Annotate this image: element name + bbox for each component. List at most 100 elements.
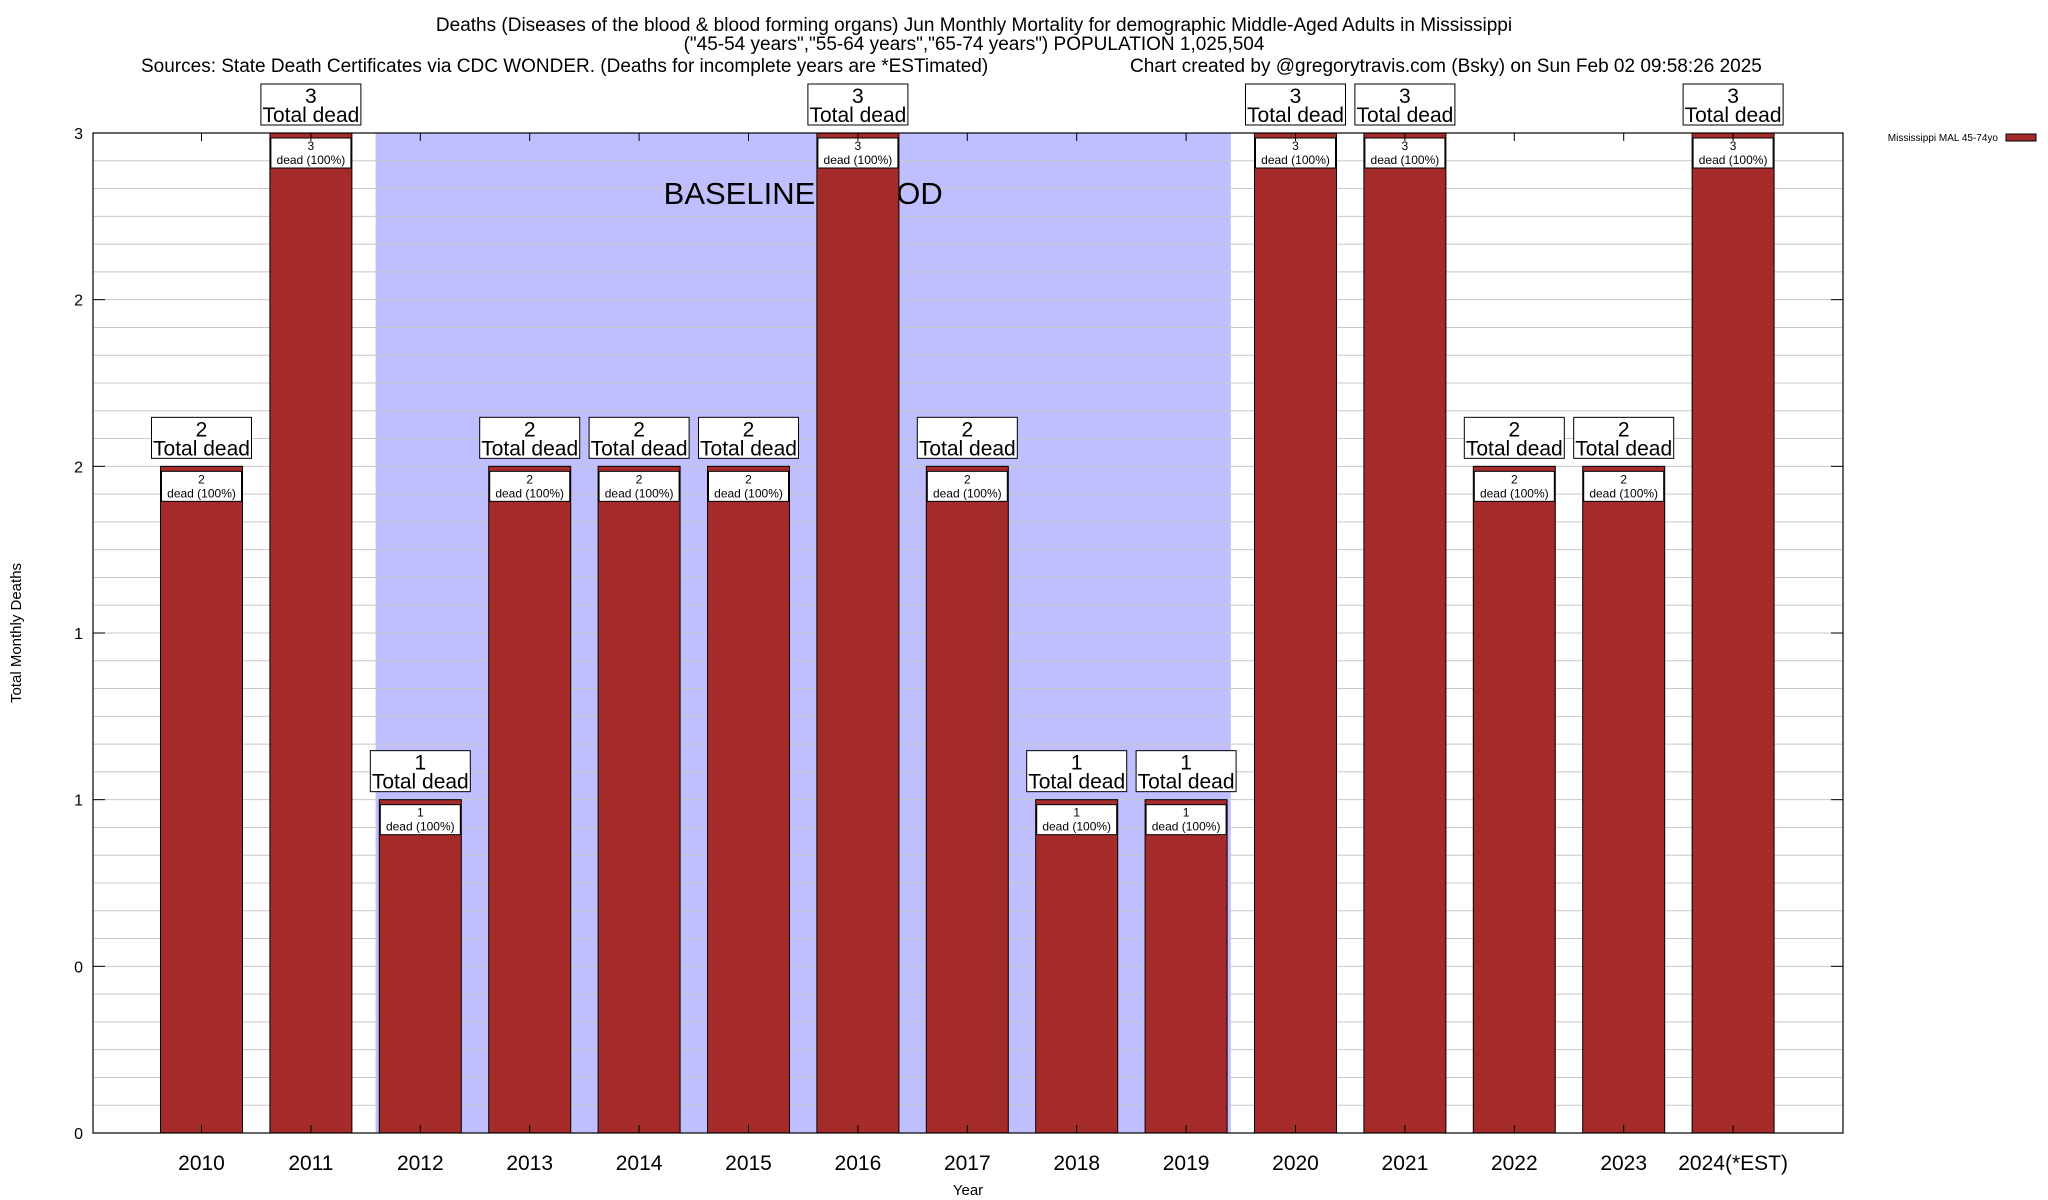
bar: [269, 132, 353, 1134]
bar-inner-label-box: [161, 470, 242, 502]
total-label-text: Total dead: [262, 104, 359, 127]
legend-swatch: [2005, 133, 2037, 142]
y-axis-label: Total Monthly Deaths: [8, 563, 25, 703]
y-tick-label: 2: [74, 293, 83, 310]
total-label-box: [1573, 416, 1675, 459]
x-tick-label: 2024(*EST): [1678, 1152, 1788, 1175]
bar-inner-percent: dead (100%): [1152, 820, 1221, 834]
total-label-box: [479, 416, 581, 459]
x-tick-label: 2017: [944, 1152, 991, 1175]
bar-inner-label-box: [708, 470, 789, 502]
bar: [1582, 465, 1666, 1134]
total-label-box: [807, 83, 909, 126]
x-tick-label: 2018: [1053, 1152, 1100, 1175]
x-tick-label: 2014: [616, 1152, 663, 1175]
total-label-value: 3: [305, 85, 317, 108]
y-tick-label: 0: [74, 1126, 83, 1143]
x-tick-label: 2021: [1382, 1152, 1429, 1175]
total-label-value: 2: [1508, 418, 1520, 441]
bar-inner-percent: dead (100%): [714, 486, 783, 500]
bar-inner-label-box: [1036, 804, 1118, 836]
bar-inner-label-box: [598, 470, 680, 502]
bar-inner-value: 3: [855, 139, 862, 153]
y-tick-label: 3: [74, 126, 83, 143]
y-tick-label: 2: [74, 459, 83, 476]
bar: [925, 465, 1009, 1134]
x-tick-label: 2015: [725, 1152, 772, 1175]
chart-sources: Sources: State Death Certificates via CD…: [141, 56, 988, 77]
plot-frame: [92, 132, 1844, 1134]
bar-inner-percent: dead (100%): [1589, 486, 1658, 500]
total-label-value: 1: [414, 752, 426, 775]
total-label-value: 1: [1071, 752, 1083, 775]
bar-inner-percent: dead (100%): [605, 486, 674, 500]
total-label-box: [1245, 83, 1346, 126]
bar-inner-label-box: [1583, 470, 1665, 502]
bar-inner-value: 2: [1620, 472, 1627, 486]
bar: [1691, 132, 1775, 1134]
bar-inner-value: 2: [964, 472, 971, 486]
x-tick-label: 2012: [397, 1152, 444, 1175]
bar-inner-value: 1: [1073, 806, 1080, 820]
bar-inner-percent: dead (100%): [277, 153, 346, 167]
total-label-text: Total dead: [1138, 771, 1235, 794]
bar-inner-value: 2: [1511, 472, 1518, 486]
total-label-text: Total dead: [919, 437, 1016, 460]
bar: [1035, 799, 1119, 1134]
bar-inner-percent: dead (100%): [386, 820, 455, 834]
total-label-text: Total dead: [591, 437, 688, 460]
total-label-text: Total dead: [481, 437, 578, 460]
bar-inner-value: 1: [1183, 806, 1190, 820]
total-label-value: 3: [1399, 85, 1411, 108]
bar-inner-percent: dead (100%): [933, 486, 1002, 500]
bar-inner-label-box: [379, 804, 461, 836]
bar-inner-percent: dead (100%): [1371, 153, 1440, 167]
x-tick-label: 2013: [506, 1152, 553, 1175]
x-tick-label: 2020: [1272, 1152, 1319, 1175]
bar: [1472, 465, 1556, 1134]
x-tick-label: 2011: [288, 1152, 333, 1175]
bar-inner-value: 1: [417, 806, 424, 820]
x-tick-label: 2022: [1491, 1152, 1538, 1175]
bar: [1144, 799, 1228, 1134]
bar-inner-value: 2: [198, 472, 205, 486]
total-label-box: [698, 416, 799, 459]
y-tick-label: 0: [74, 959, 83, 976]
total-label-box: [588, 416, 690, 459]
bar-inner-percent: dead (100%): [167, 486, 236, 500]
y-tick-label: 1: [74, 626, 83, 643]
bar: [597, 465, 681, 1134]
total-label-text: Total dead: [700, 437, 797, 460]
bar: [160, 465, 243, 1134]
total-label-box: [916, 416, 1018, 459]
chart-credit: Chart created by @gregorytravis.com (Bsk…: [1130, 56, 1762, 77]
chart-title-line-2: ("45-54 years","55-64 years","65-74 year…: [684, 34, 1265, 55]
legend: Mississippi MAL 45-74yo: [1888, 133, 2037, 144]
bar-inner-value: 2: [636, 472, 643, 486]
total-label-text: Total dead: [1247, 104, 1344, 127]
bar-inner-percent: dead (100%): [824, 153, 893, 167]
x-tick-label: 2016: [835, 1152, 882, 1175]
x-axis-label: Year: [953, 1182, 983, 1199]
bar: [707, 465, 790, 1134]
bar-inner-percent: dead (100%): [495, 486, 564, 500]
total-label-box: [1026, 750, 1128, 793]
bar: [488, 465, 572, 1134]
total-label-value: 2: [961, 418, 973, 441]
total-label-value: 2: [633, 418, 645, 441]
total-label-value: 3: [852, 85, 864, 108]
bar-inner-value: 3: [1292, 139, 1299, 153]
bar-inner-label-box: [1364, 137, 1446, 169]
x-tick-label: 2023: [1600, 1152, 1647, 1175]
x-tick-label: 2010: [178, 1152, 225, 1175]
bar-inner-value: 3: [1730, 139, 1737, 153]
bar-inner-percent: dead (100%): [1261, 153, 1330, 167]
bar-inner-label-box: [926, 470, 1008, 502]
total-label-box: [151, 416, 252, 459]
total-label-text: Total dead: [1356, 104, 1453, 127]
legend-label: Mississippi MAL 45-74yo: [1888, 133, 1999, 144]
total-label-text: Total dead: [372, 771, 469, 794]
bar: [378, 799, 462, 1134]
